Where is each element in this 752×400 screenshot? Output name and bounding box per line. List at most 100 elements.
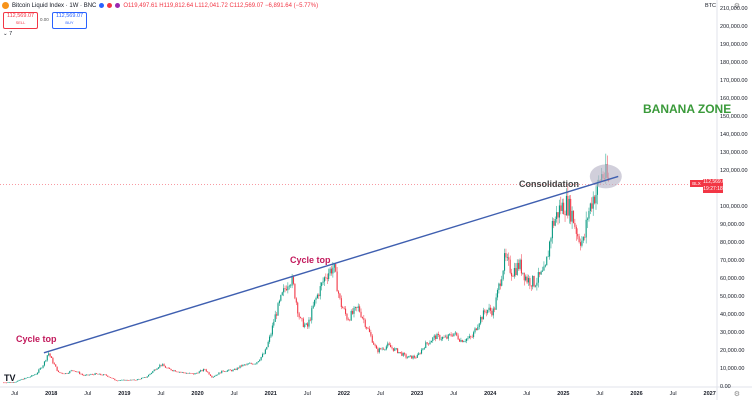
candle xyxy=(301,317,303,319)
candle xyxy=(335,264,337,272)
candle xyxy=(269,336,271,342)
time-axis-label: 2019 xyxy=(118,391,131,397)
candle xyxy=(323,277,326,282)
candle xyxy=(464,340,466,342)
candle xyxy=(319,286,321,297)
candle xyxy=(534,285,537,287)
candle xyxy=(194,373,196,375)
candle xyxy=(456,332,458,336)
candle xyxy=(502,270,504,280)
candle xyxy=(585,219,587,238)
candle xyxy=(444,336,447,338)
candle xyxy=(391,347,393,349)
tradingview-logo[interactable]: TV xyxy=(4,373,16,383)
candle xyxy=(180,371,182,373)
candle xyxy=(42,365,44,368)
candle xyxy=(478,323,480,328)
candle xyxy=(197,372,199,374)
candle xyxy=(115,380,117,381)
candle xyxy=(122,379,124,381)
candle xyxy=(238,367,240,369)
candle xyxy=(311,308,313,321)
candle xyxy=(169,368,171,369)
candle xyxy=(294,283,296,299)
buy-button[interactable]: 112,569.07 BUY xyxy=(52,12,87,29)
candle xyxy=(56,366,58,371)
candle xyxy=(8,382,10,383)
candle xyxy=(76,371,78,373)
time-axis-label: 2027 xyxy=(703,391,716,397)
candle xyxy=(501,279,503,286)
candle xyxy=(435,335,437,340)
candle xyxy=(260,356,262,360)
candle xyxy=(565,195,568,216)
candle xyxy=(412,356,414,359)
candle xyxy=(426,342,428,344)
candle xyxy=(19,379,22,381)
sell-button[interactable]: 112,569.07 SELL xyxy=(3,12,38,29)
candle xyxy=(57,370,60,373)
buy-price: 112,569.07 xyxy=(55,13,84,19)
bitcoin-icon xyxy=(2,2,9,9)
price-axis-label: 40,000.00 xyxy=(720,312,745,318)
candle xyxy=(153,369,155,372)
candle xyxy=(222,370,224,372)
currency-label[interactable]: BTC xyxy=(705,3,716,9)
candle xyxy=(117,380,119,382)
candle xyxy=(558,205,560,218)
candle xyxy=(41,367,43,369)
candle xyxy=(481,316,483,320)
candle xyxy=(596,181,598,195)
settings-gear-icon[interactable]: ⚙ xyxy=(733,3,740,10)
candle xyxy=(207,371,209,373)
candle xyxy=(150,372,152,374)
candle xyxy=(11,382,13,383)
candle xyxy=(87,374,89,376)
symbol-title[interactable]: Bitcoin Liquid Index · 1W · BNC xyxy=(12,2,97,9)
candle xyxy=(578,236,580,243)
candle xyxy=(290,285,292,287)
candle xyxy=(229,369,231,371)
candle xyxy=(235,369,237,370)
axis-settings-gear-icon[interactable]: ⚙ xyxy=(733,391,740,398)
price-axis-label: 180,000.00 xyxy=(720,60,748,66)
candle xyxy=(25,377,27,379)
candle xyxy=(516,262,518,275)
candle xyxy=(173,370,175,371)
candle xyxy=(111,377,113,379)
candle xyxy=(305,323,307,325)
candle xyxy=(346,313,348,320)
price-axis-label: 30,000.00 xyxy=(720,330,745,336)
trendline[interactable] xyxy=(43,175,619,354)
price-axis-label: 140,000.00 xyxy=(720,132,748,138)
last-price: 112,569.07 xyxy=(703,179,728,185)
candle xyxy=(14,382,16,383)
indicators-toggle[interactable]: ⌄ 7 xyxy=(3,31,13,37)
candle xyxy=(63,373,65,375)
candle xyxy=(416,354,418,358)
candle xyxy=(70,370,72,372)
price-axis-label: 130,000.00 xyxy=(720,150,748,156)
candle xyxy=(541,270,544,272)
candle xyxy=(226,370,228,372)
candle xyxy=(254,363,257,365)
candle xyxy=(278,300,280,304)
candle xyxy=(17,380,19,382)
candle xyxy=(570,198,572,222)
candle xyxy=(4,382,6,384)
candle xyxy=(374,344,376,346)
candle xyxy=(329,268,331,274)
candle xyxy=(530,285,532,287)
candle xyxy=(494,308,496,310)
candle xyxy=(437,333,439,335)
candle xyxy=(527,278,530,283)
candle xyxy=(477,327,479,331)
candle xyxy=(170,368,172,371)
candle xyxy=(205,369,207,372)
candle xyxy=(582,237,584,241)
candle xyxy=(140,378,143,380)
candle xyxy=(98,373,100,375)
price-axis-label: 170,000.00 xyxy=(720,78,748,84)
candle xyxy=(352,311,354,314)
